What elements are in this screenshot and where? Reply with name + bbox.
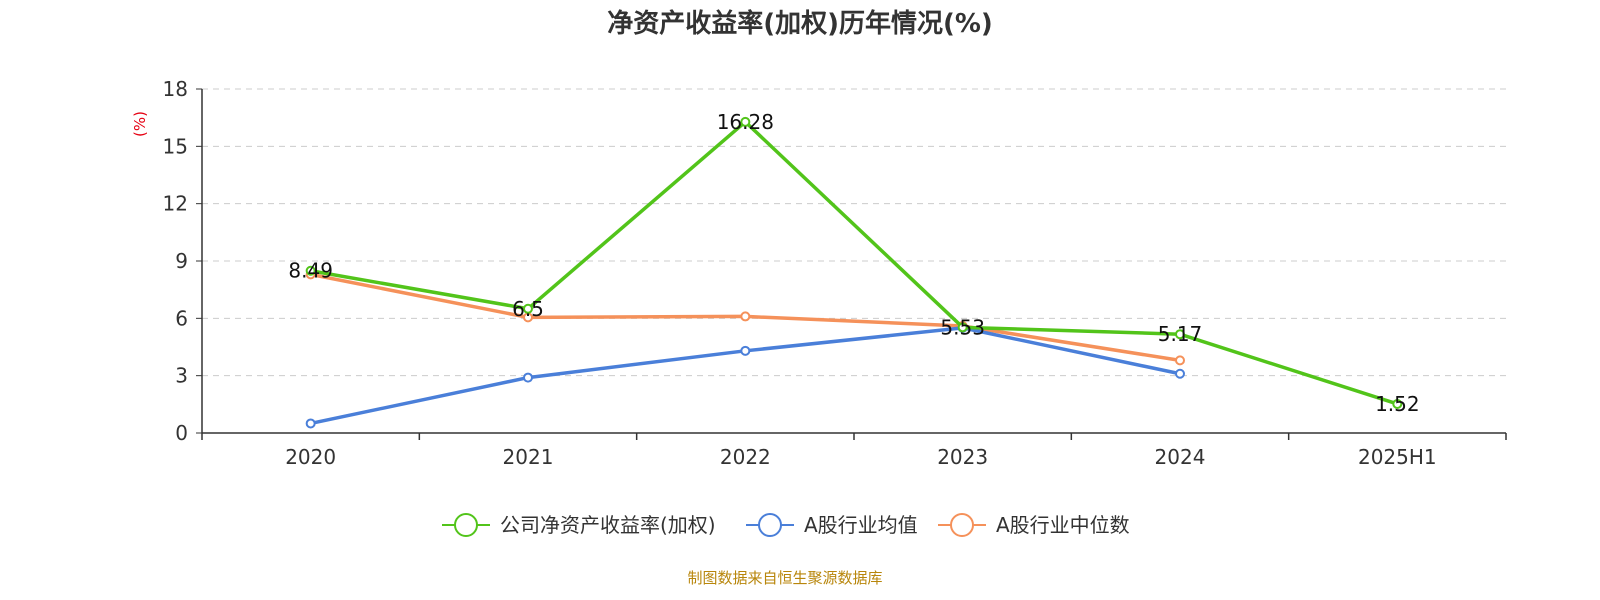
data-point — [740, 345, 751, 356]
data-point — [740, 311, 751, 322]
x-tick-label: 2022 — [720, 445, 771, 469]
x-tick-label: 2021 — [503, 445, 554, 469]
data-point — [1175, 368, 1185, 379]
y-tick-label: 6 — [175, 306, 188, 330]
chart-title: 净资产收益率(加权)历年情况(%) — [607, 8, 993, 39]
y-tick-label: 0 — [175, 421, 188, 445]
data-labels: 8.49 6.5 16.28 5.53 5.17 1.52 — [288, 110, 1419, 416]
legend-marker-0 — [454, 513, 478, 537]
data-label: 5.17 — [1158, 322, 1203, 346]
legend-label-1: A股行业均值 — [804, 513, 918, 537]
data-point — [1392, 398, 1403, 409]
legend-label-2: A股行业中位数 — [996, 513, 1130, 537]
data-point — [740, 116, 751, 127]
data-point — [523, 372, 533, 383]
x-tick-label: 2023 — [937, 445, 988, 469]
data-point — [305, 265, 316, 276]
legend: 公司净资产收益率(加权) A股行业均值 A股行业中位数 — [442, 513, 1130, 537]
x-tick-label: 2025H1 — [1358, 445, 1437, 469]
source-note: 制图数据来自恒生聚源数据库 — [687, 569, 882, 587]
legend-label-0: 公司净资产收益率(加权) — [500, 513, 716, 537]
y-tick-label: 15 — [163, 134, 188, 158]
y-tick-label: 9 — [175, 249, 188, 273]
axes: 0 3 6 9 12 15 18 2020 2021 2022 2023 2024 2025H1 — [163, 77, 1507, 469]
legend-marker-1 — [758, 513, 782, 537]
y-tick-label: 12 — [163, 192, 188, 216]
y-tick-label: 3 — [175, 364, 188, 388]
y-tick-label: 18 — [163, 77, 188, 101]
data-point — [1175, 329, 1185, 340]
x-tick-label: 2020 — [285, 445, 336, 469]
gridlines — [202, 88, 1506, 377]
x-tick-label: 2024 — [1155, 445, 1206, 469]
data-label: 16.28 — [717, 110, 774, 134]
data-label: 1.52 — [1375, 392, 1420, 416]
y-axis-label: (%) — [131, 111, 149, 137]
series — [305, 116, 1403, 429]
data-point — [523, 303, 533, 314]
data-point — [957, 322, 968, 333]
data-label: 8.49 — [288, 259, 333, 283]
data-label: 5.53 — [940, 315, 985, 339]
data-point — [1175, 355, 1185, 366]
data-label: 6.5 — [512, 297, 544, 321]
legend-marker-2 — [950, 513, 974, 537]
data-point — [305, 418, 316, 429]
series-line-0 — [310, 120, 1398, 406]
